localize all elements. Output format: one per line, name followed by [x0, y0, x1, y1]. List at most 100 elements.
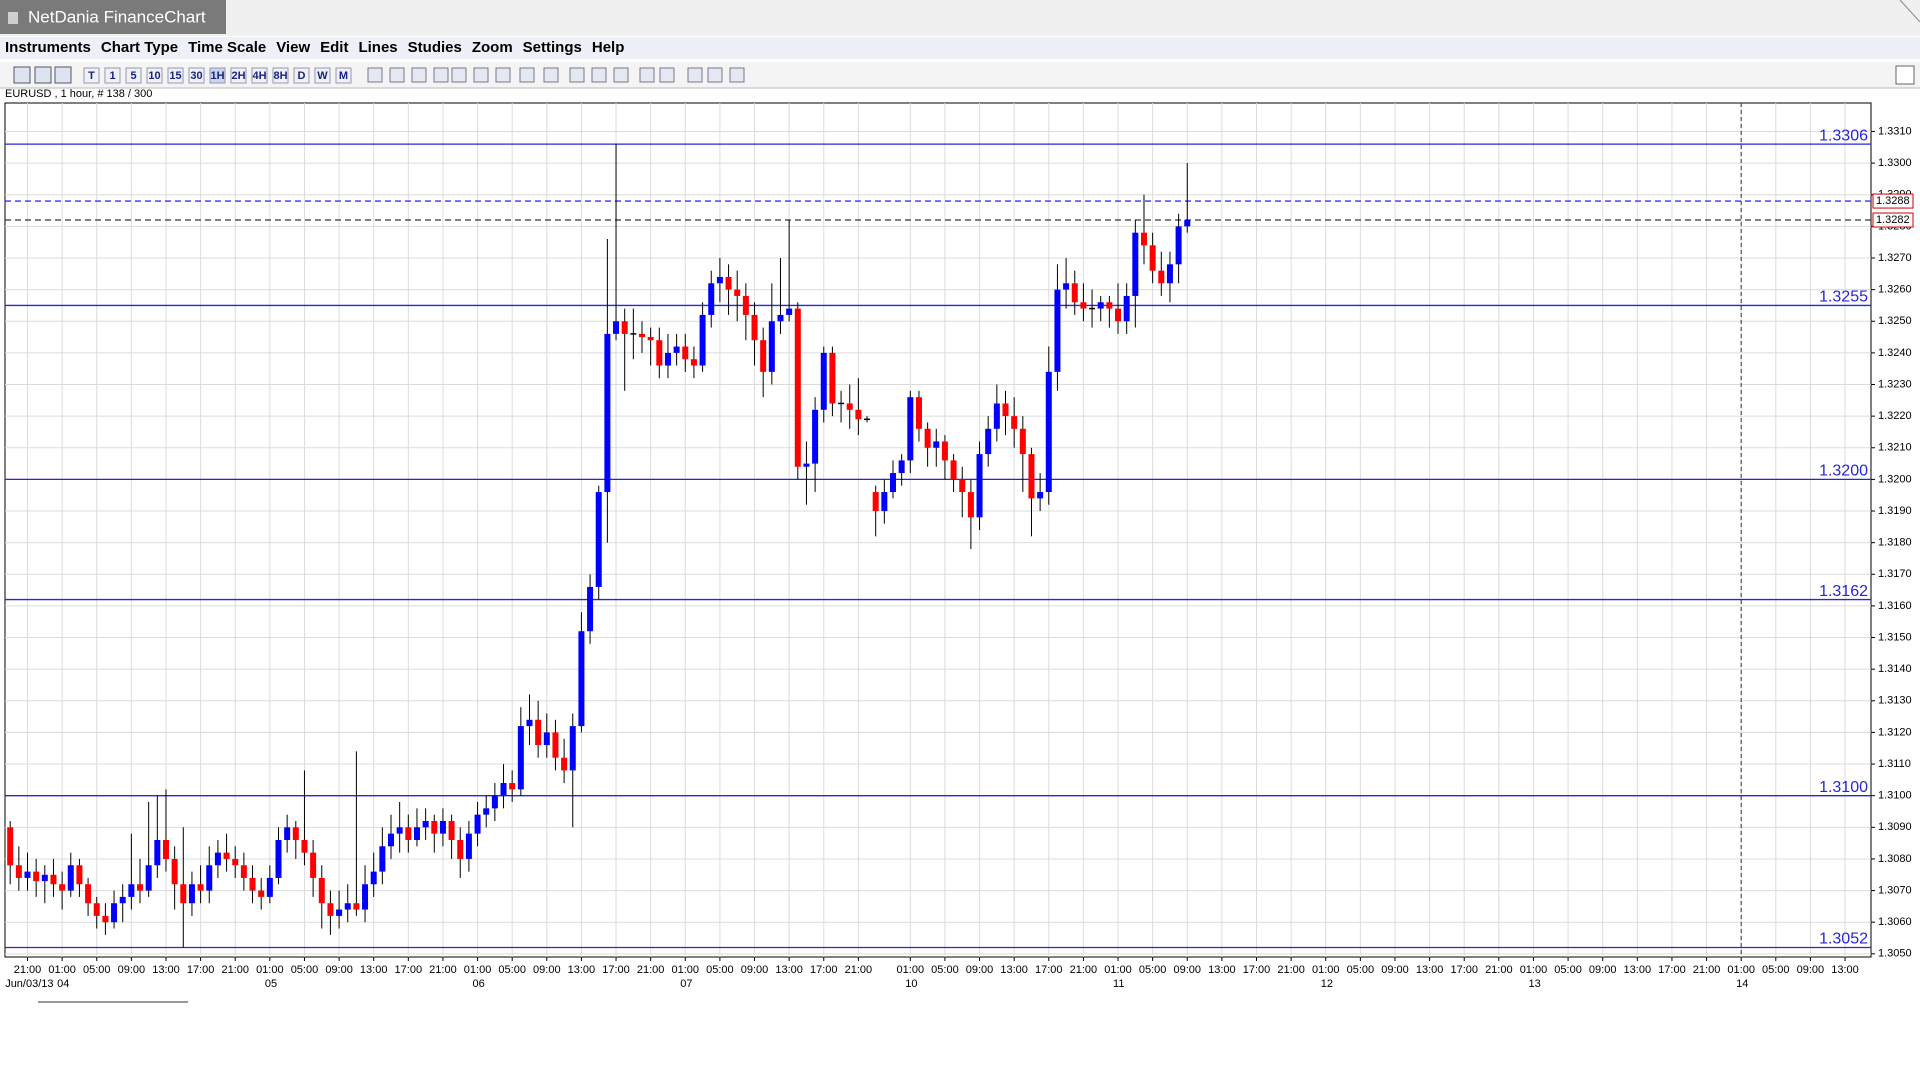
candle-body: [500, 783, 507, 796]
toolbar-button-label[interactable]: 15: [169, 70, 181, 82]
candle-body: [102, 915, 109, 923]
toolbar-icon[interactable]: [13, 66, 31, 84]
toolbar-icon[interactable]: [543, 67, 559, 83]
level-label: 1.3162: [1819, 583, 1868, 600]
date-label: 10: [905, 978, 917, 990]
candle-body: [422, 820, 429, 828]
candle-body: [1106, 302, 1113, 309]
toolbar-button-label[interactable]: 4H: [252, 70, 266, 82]
menu-item[interactable]: Help: [592, 39, 625, 56]
toolbar-icon[interactable]: [389, 67, 405, 83]
candle-body: [639, 333, 646, 338]
candle-body: [67, 865, 74, 891]
toolbar-icon[interactable]: [54, 66, 72, 84]
plot-area: [4, 102, 1872, 958]
price-tag: [1872, 212, 1914, 228]
menu-item[interactable]: Lines: [358, 39, 397, 56]
menu-item[interactable]: Zoom: [472, 39, 513, 56]
toolbar-button-label[interactable]: 30: [190, 70, 202, 82]
candle-body: [647, 337, 654, 341]
candle-body: [327, 903, 334, 916]
toolbar-icon[interactable]: [639, 67, 655, 83]
toolbar-icon[interactable]: [433, 67, 449, 83]
toolbar-button-label[interactable]: M: [339, 70, 348, 82]
toolbar-icon[interactable]: [451, 67, 467, 83]
candle-body: [197, 884, 204, 891]
toolbar-button[interactable]: [230, 67, 247, 84]
candle-body: [1071, 283, 1078, 303]
y-tick-label: 1.3200: [1878, 473, 1912, 485]
toolbar-button[interactable]: [83, 67, 100, 84]
toolbar-icon[interactable]: [687, 67, 703, 83]
menu-item[interactable]: Studies: [408, 39, 462, 56]
toolbar-icon[interactable]: [367, 67, 383, 83]
toolbar-icon[interactable]: [473, 67, 489, 83]
x-tick-label: 17:00: [1243, 964, 1271, 976]
toolbar-button[interactable]: [251, 67, 268, 84]
x-tick-label: 09:00: [118, 964, 146, 976]
toolbar-icon[interactable]: [34, 66, 52, 84]
toolbar-button[interactable]: [104, 67, 121, 84]
toolbar-button-label[interactable]: 2H: [231, 70, 245, 82]
toolbar-button[interactable]: [188, 67, 205, 84]
toolbar-button-label[interactable]: 10: [148, 70, 160, 82]
toolbar-icon[interactable]: [569, 67, 585, 83]
menu-item[interactable]: Instruments: [5, 39, 91, 56]
toolbar-button-label[interactable]: 1: [109, 70, 115, 82]
toolbar-icon[interactable]: [591, 67, 607, 83]
x-tick-label: 13:00: [568, 964, 596, 976]
toolbar-button-label[interactable]: 1H: [210, 70, 224, 82]
x-tick-label: 09:00: [325, 964, 353, 976]
candle-body: [699, 314, 706, 366]
toolbar-button[interactable]: [146, 67, 163, 84]
panel-button[interactable]: [1895, 65, 1915, 85]
toolbar-button-label[interactable]: 8H: [273, 70, 287, 82]
toolbar-button[interactable]: [209, 67, 226, 84]
toolbar-button[interactable]: [125, 67, 142, 84]
candle-body: [145, 865, 152, 891]
candle-body: [301, 839, 308, 853]
candle-body: [1132, 232, 1139, 296]
menu-item[interactable]: Time Scale: [188, 39, 266, 56]
candle-body: [587, 586, 594, 632]
toolbar-button[interactable]: [314, 67, 331, 84]
toolbar-button-label[interactable]: T: [88, 70, 95, 82]
candle-body: [188, 884, 195, 904]
toolbar-button-label[interactable]: W: [317, 70, 328, 82]
y-tick-label: 1.3090: [1878, 821, 1912, 833]
candle-body: [7, 827, 14, 866]
y-tick-label: 1.3260: [1878, 284, 1912, 296]
menu-item[interactable]: Chart Type: [101, 39, 178, 56]
toolbar-icon[interactable]: [729, 67, 745, 83]
x-tick-label: 09:00: [966, 964, 994, 976]
y-tick-label: 1.3300: [1878, 157, 1912, 169]
toolbar-button[interactable]: [293, 67, 310, 84]
toolbar-button[interactable]: [272, 67, 289, 84]
toolbar-icon[interactable]: [411, 67, 427, 83]
candle-body: [1019, 428, 1026, 455]
menu-item[interactable]: Edit: [320, 39, 348, 56]
candle-body: [794, 308, 801, 467]
y-tick-label: 1.3180: [1878, 537, 1912, 549]
toolbar-icon[interactable]: [659, 67, 675, 83]
menu-item[interactable]: View: [276, 39, 310, 56]
candle-body: [1123, 295, 1130, 322]
toolbar-icon[interactable]: [519, 67, 535, 83]
toolbar-button[interactable]: [167, 67, 184, 84]
title-bar: [0, 0, 1920, 36]
toolbar-button[interactable]: [335, 67, 352, 84]
x-tick-label: 17:00: [1658, 964, 1686, 976]
candle-body: [803, 463, 810, 467]
toolbar-icon[interactable]: [707, 67, 723, 83]
candle-body: [742, 295, 749, 315]
x-tick-label: 13:00: [1831, 964, 1859, 976]
toolbar-button-label[interactable]: 5: [130, 70, 136, 82]
x-tick-label: 13:00: [1416, 964, 1444, 976]
x-tick-label: 09:00: [1589, 964, 1617, 976]
menu-item[interactable]: Settings: [523, 39, 582, 56]
candle-body: [232, 858, 239, 866]
toolbar-icon[interactable]: [495, 67, 511, 83]
toolbar-icon[interactable]: [613, 67, 629, 83]
toolbar-button-label[interactable]: D: [298, 70, 306, 82]
